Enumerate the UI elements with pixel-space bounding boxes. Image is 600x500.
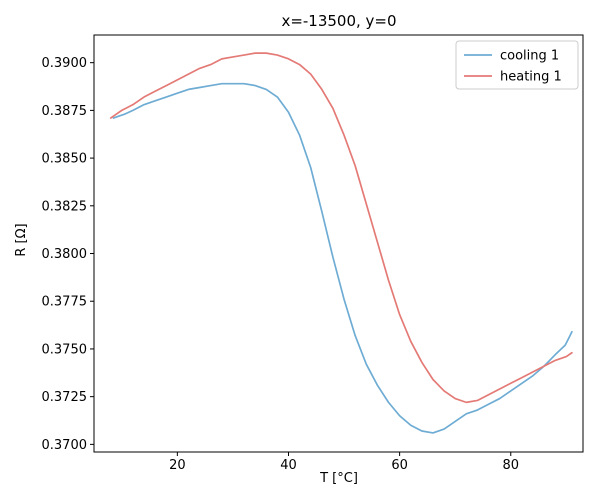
y-tick-label: 0.3800 — [42, 247, 88, 262]
y-tick-label: 0.3700 — [42, 438, 88, 453]
y-tick-label: 0.3875 — [42, 104, 88, 119]
y-tick-label: 0.3775 — [42, 295, 88, 310]
legend-label-heating-1: heating 1 — [500, 70, 562, 85]
chart-title: x=-13500, y=0 — [281, 12, 396, 30]
legend-label-cooling-1: cooling 1 — [500, 49, 559, 64]
series-line-cooling-1 — [112, 82, 573, 434]
y-tick-label: 0.3725 — [42, 390, 88, 405]
series-line-heating-1 — [109, 52, 573, 404]
x-tick-label: 40 — [280, 458, 297, 473]
y-tick-label: 0.3825 — [42, 199, 88, 214]
legend: cooling 1 heating 1 — [455, 40, 579, 90]
y-tick-label: 0.3850 — [42, 152, 88, 167]
y-tick-label: 0.3900 — [42, 56, 88, 71]
y-tick-label: 0.3750 — [42, 342, 88, 357]
plot-area — [109, 52, 573, 434]
x-tick-label: 80 — [502, 458, 519, 473]
y-axis-label: R [Ω] — [14, 223, 29, 256]
x-tick-label: 60 — [391, 458, 408, 473]
axes: 20 40 60 80 0.3700 0.3725 0.3750 0.3775 0.3800 0.… — [42, 34, 584, 473]
plot-frame — [93, 34, 584, 453]
x-tick-label: 20 — [169, 458, 186, 473]
x-axis-label: T [°C] — [319, 471, 358, 486]
legend-box — [455, 40, 579, 90]
